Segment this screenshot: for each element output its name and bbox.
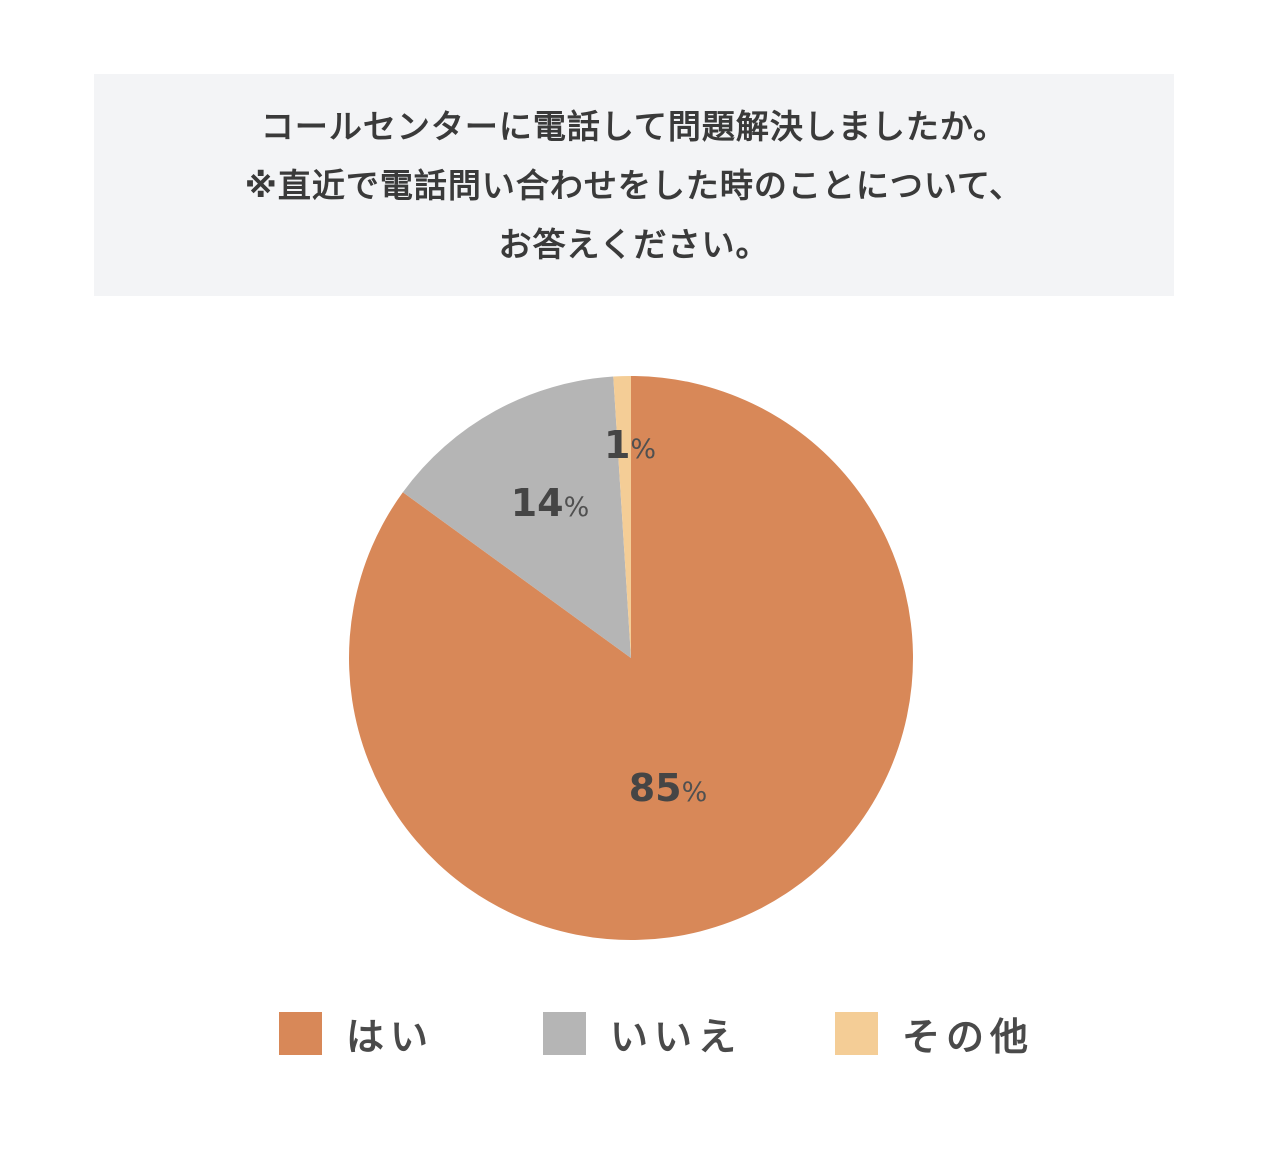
pie-slice-no	[402, 376, 631, 658]
legend-item-yes: はい	[279, 1010, 434, 1059]
legend-label-yes: はい	[346, 1014, 435, 1059]
pie-slices	[348, 376, 914, 940]
legend-item-other: その他	[835, 1010, 1034, 1059]
slice-label-other: 1%	[604, 423, 656, 467]
title-line-1: コールセンターに電話して問題解決しましたか。	[260, 106, 1008, 146]
legend-swatch-no	[543, 1011, 586, 1055]
legend-swatch-other	[835, 1011, 878, 1055]
legend-swatch-yes	[279, 1011, 322, 1055]
legend-item-no: いいえ	[543, 1010, 742, 1059]
pie-slice-other	[613, 376, 631, 658]
slice-label-yes: 85%	[629, 766, 708, 810]
chart-title-box: コールセンターに電話して問題解決しましたか。 ※直近で電話問い合わせをした時のこ…	[94, 74, 1174, 296]
slice-label-no: 14%	[511, 481, 590, 525]
legend-label-no: いいえ	[610, 1014, 743, 1059]
title-line-3: お答えください。	[498, 224, 770, 264]
chart-legend: はい いいえ その他	[0, 1010, 1263, 1059]
legend-label-other: その他	[902, 1014, 1035, 1059]
title-line-2: ※直近で電話問い合わせをした時のことについて、	[244, 165, 1024, 205]
